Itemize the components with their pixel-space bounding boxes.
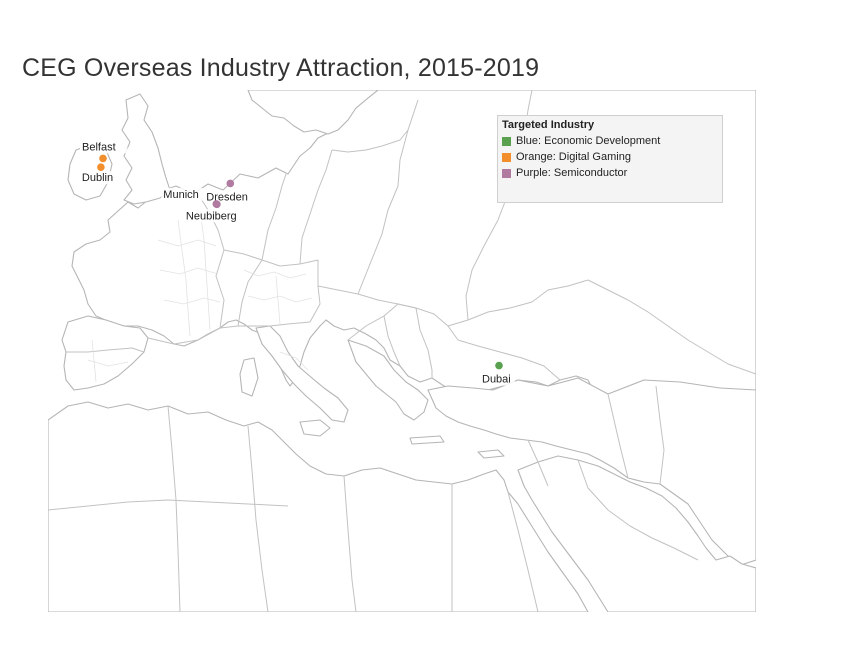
city-dot[interactable] <box>213 200 221 209</box>
city-label-background <box>480 372 515 386</box>
city-label-background <box>80 140 128 154</box>
legend-label: Orange: Digital Gaming <box>516 151 631 163</box>
map-title: CEG Overseas Industry Attraction, 2015-2… <box>22 54 540 82</box>
legend-item[interactable]: Purple: Semiconductor <box>502 165 718 181</box>
city-marker-dresden[interactable]: Dresden <box>204 179 252 204</box>
city-dot[interactable] <box>97 163 105 171</box>
land-balkans <box>347 339 429 421</box>
land-cyprus <box>477 449 505 459</box>
city-label: Dresden <box>206 191 248 203</box>
legend-title: Targeted Industry <box>502 119 595 131</box>
land-north-africa <box>48 401 589 612</box>
city-label: Munich <box>163 189 198 201</box>
land-iberia <box>61 315 149 391</box>
city-dot[interactable] <box>226 179 235 188</box>
legend-item[interactable]: Orange: Digital Gaming <box>502 149 718 165</box>
legend-label: Blue: Economic Development <box>516 135 661 147</box>
city-label-background <box>79 171 122 185</box>
land-arabia <box>517 455 756 612</box>
city-marker-neubiberg[interactable]: Neubiberg <box>183 200 244 223</box>
land-crete <box>409 435 445 445</box>
legend: Targeted Industry Blue: Economic Develop… <box>497 115 723 203</box>
city-label: Belfast <box>82 141 116 153</box>
legend-item[interactable]: Blue: Economic Development <box>502 133 718 149</box>
city-label: Dubai <box>482 374 511 386</box>
city-label: Neubiberg <box>186 210 237 222</box>
land-italy <box>255 325 349 423</box>
legend-label: Purple: Semiconductor <box>516 167 628 179</box>
city-label-background <box>183 209 244 223</box>
city-dot[interactable] <box>99 154 107 163</box>
land-sardinia <box>239 357 259 397</box>
country-borders <box>48 90 756 612</box>
city-markers: Belfast Dublin Dresden Munich Neubiberg Dubai <box>79 140 515 386</box>
city-dot[interactable] <box>495 361 503 370</box>
legend-swatch <box>502 168 511 178</box>
city-marker-munich[interactable]: Munich <box>161 187 221 208</box>
city-label: Dublin <box>82 172 113 184</box>
land-scandinavia <box>247 90 379 135</box>
legend-swatch <box>502 136 511 146</box>
city-label-background <box>161 187 203 201</box>
land-anatolia <box>427 377 756 567</box>
city-marker-dubai[interactable]: Dubai <box>480 361 515 386</box>
regional-outlines <box>87 209 313 383</box>
land-sicily <box>299 419 331 437</box>
legend-swatch <box>502 152 511 162</box>
city-marker-belfast[interactable]: Belfast <box>80 140 128 163</box>
city-marker-dublin[interactable]: Dublin <box>79 163 122 185</box>
land-great-britain <box>121 93 171 205</box>
